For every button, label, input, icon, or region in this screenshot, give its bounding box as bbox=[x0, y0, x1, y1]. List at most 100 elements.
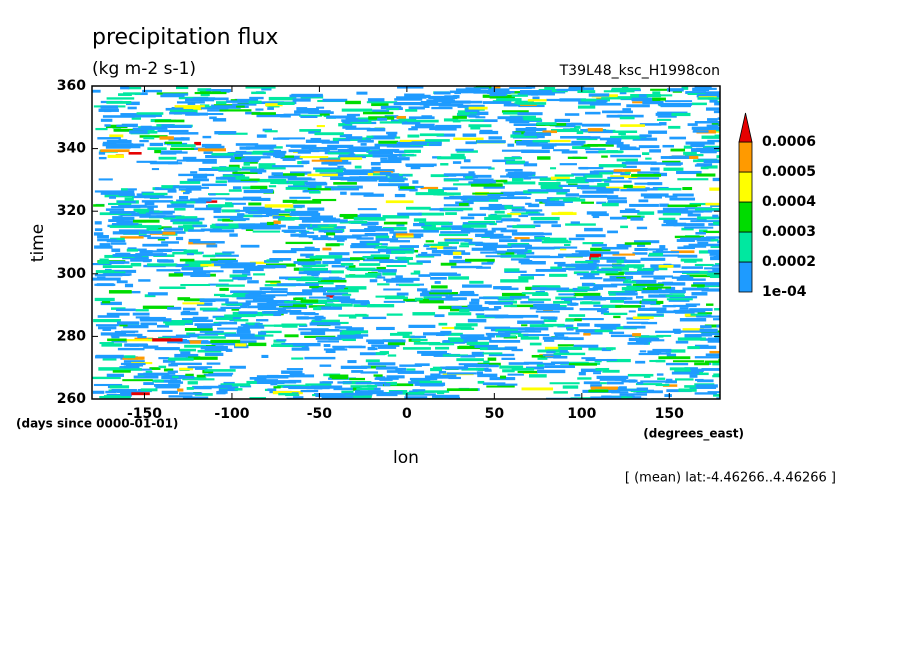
field-texture bbox=[431, 106, 453, 110]
field-texture bbox=[112, 370, 131, 373]
field-texture bbox=[223, 381, 235, 385]
field-texture bbox=[409, 377, 435, 381]
field-texture bbox=[523, 163, 538, 167]
field-texture bbox=[626, 321, 649, 324]
field-texture bbox=[366, 214, 381, 218]
field-texture bbox=[425, 240, 434, 243]
field-texture bbox=[683, 245, 707, 248]
field-texture bbox=[459, 245, 470, 248]
field-texture bbox=[309, 272, 320, 275]
field-texture bbox=[684, 334, 702, 338]
field-texture bbox=[699, 328, 718, 333]
field-texture bbox=[652, 97, 666, 101]
field-texture bbox=[436, 332, 452, 335]
field-texture bbox=[518, 214, 529, 218]
field-texture bbox=[475, 233, 504, 238]
field-texture bbox=[269, 258, 292, 261]
field-texture bbox=[659, 245, 666, 249]
field-texture bbox=[287, 178, 316, 181]
field-texture bbox=[621, 136, 641, 140]
field-texture bbox=[197, 349, 222, 353]
field-texture bbox=[209, 116, 217, 120]
field-texture bbox=[132, 312, 150, 316]
field-texture bbox=[449, 307, 462, 312]
field-texture bbox=[713, 373, 720, 376]
field-texture bbox=[564, 243, 571, 246]
field-texture bbox=[199, 330, 224, 333]
field-texture bbox=[249, 96, 264, 100]
field-texture bbox=[457, 104, 485, 108]
field-texture bbox=[523, 334, 550, 337]
field-texture bbox=[496, 98, 522, 102]
field-texture bbox=[359, 352, 386, 356]
field-texture bbox=[343, 171, 358, 175]
field-texture bbox=[219, 287, 229, 291]
field-texture bbox=[567, 156, 588, 159]
field-texture bbox=[147, 207, 154, 211]
field-texture bbox=[299, 129, 322, 132]
field-texture bbox=[599, 137, 622, 141]
field-texture bbox=[328, 252, 350, 256]
field-texture bbox=[142, 192, 168, 196]
field-texture bbox=[139, 140, 149, 143]
field-texture bbox=[165, 263, 190, 267]
field-texture bbox=[417, 253, 442, 257]
field-texture bbox=[185, 189, 192, 193]
field-texture bbox=[371, 166, 381, 170]
field-texture bbox=[95, 127, 108, 131]
field-texture bbox=[697, 379, 714, 383]
field-texture bbox=[523, 117, 542, 121]
field-texture bbox=[167, 189, 177, 193]
field-texture bbox=[544, 203, 565, 207]
field-texture bbox=[621, 379, 638, 383]
field-texture bbox=[339, 220, 368, 224]
field-texture bbox=[239, 146, 251, 150]
field-texture bbox=[390, 119, 412, 123]
field-texture bbox=[632, 316, 654, 320]
field-texture bbox=[316, 106, 325, 109]
field-texture bbox=[229, 233, 238, 237]
field-texture bbox=[247, 280, 259, 284]
field-texture bbox=[471, 247, 497, 251]
field-texture bbox=[346, 113, 360, 117]
field-texture bbox=[404, 149, 421, 153]
field-texture bbox=[127, 106, 137, 110]
field-texture bbox=[202, 135, 212, 139]
field-texture bbox=[655, 112, 682, 116]
field-texture bbox=[116, 280, 128, 284]
field-texture bbox=[577, 323, 590, 327]
field-texture bbox=[499, 365, 524, 369]
field-texture bbox=[318, 287, 338, 291]
field-texture bbox=[133, 208, 149, 213]
field-texture bbox=[453, 183, 481, 186]
field-texture bbox=[579, 308, 609, 311]
field-texture bbox=[98, 156, 107, 160]
field-texture bbox=[591, 213, 609, 217]
field-texture bbox=[220, 383, 251, 387]
field-texture bbox=[465, 87, 489, 90]
field-texture bbox=[402, 174, 410, 177]
field-texture bbox=[388, 339, 406, 343]
field-texture bbox=[638, 145, 660, 149]
field-texture bbox=[636, 269, 655, 273]
field-texture bbox=[516, 251, 535, 255]
field-texture bbox=[316, 125, 325, 128]
field-texture bbox=[145, 370, 153, 374]
field-texture bbox=[587, 143, 614, 147]
field-texture bbox=[241, 157, 258, 160]
field-texture bbox=[675, 340, 689, 344]
field-texture bbox=[703, 127, 714, 130]
field-texture bbox=[668, 125, 681, 129]
field-texture bbox=[706, 272, 720, 277]
field-texture bbox=[530, 92, 539, 96]
field-texture bbox=[527, 99, 547, 102]
field-texture bbox=[609, 331, 625, 334]
field-texture bbox=[613, 396, 633, 399]
field-texture bbox=[690, 220, 720, 223]
field-texture bbox=[262, 311, 288, 314]
field-texture bbox=[99, 342, 114, 345]
field-texture bbox=[577, 90, 596, 94]
field-texture bbox=[189, 333, 219, 336]
field-texture bbox=[399, 364, 422, 367]
field-texture bbox=[656, 118, 672, 121]
